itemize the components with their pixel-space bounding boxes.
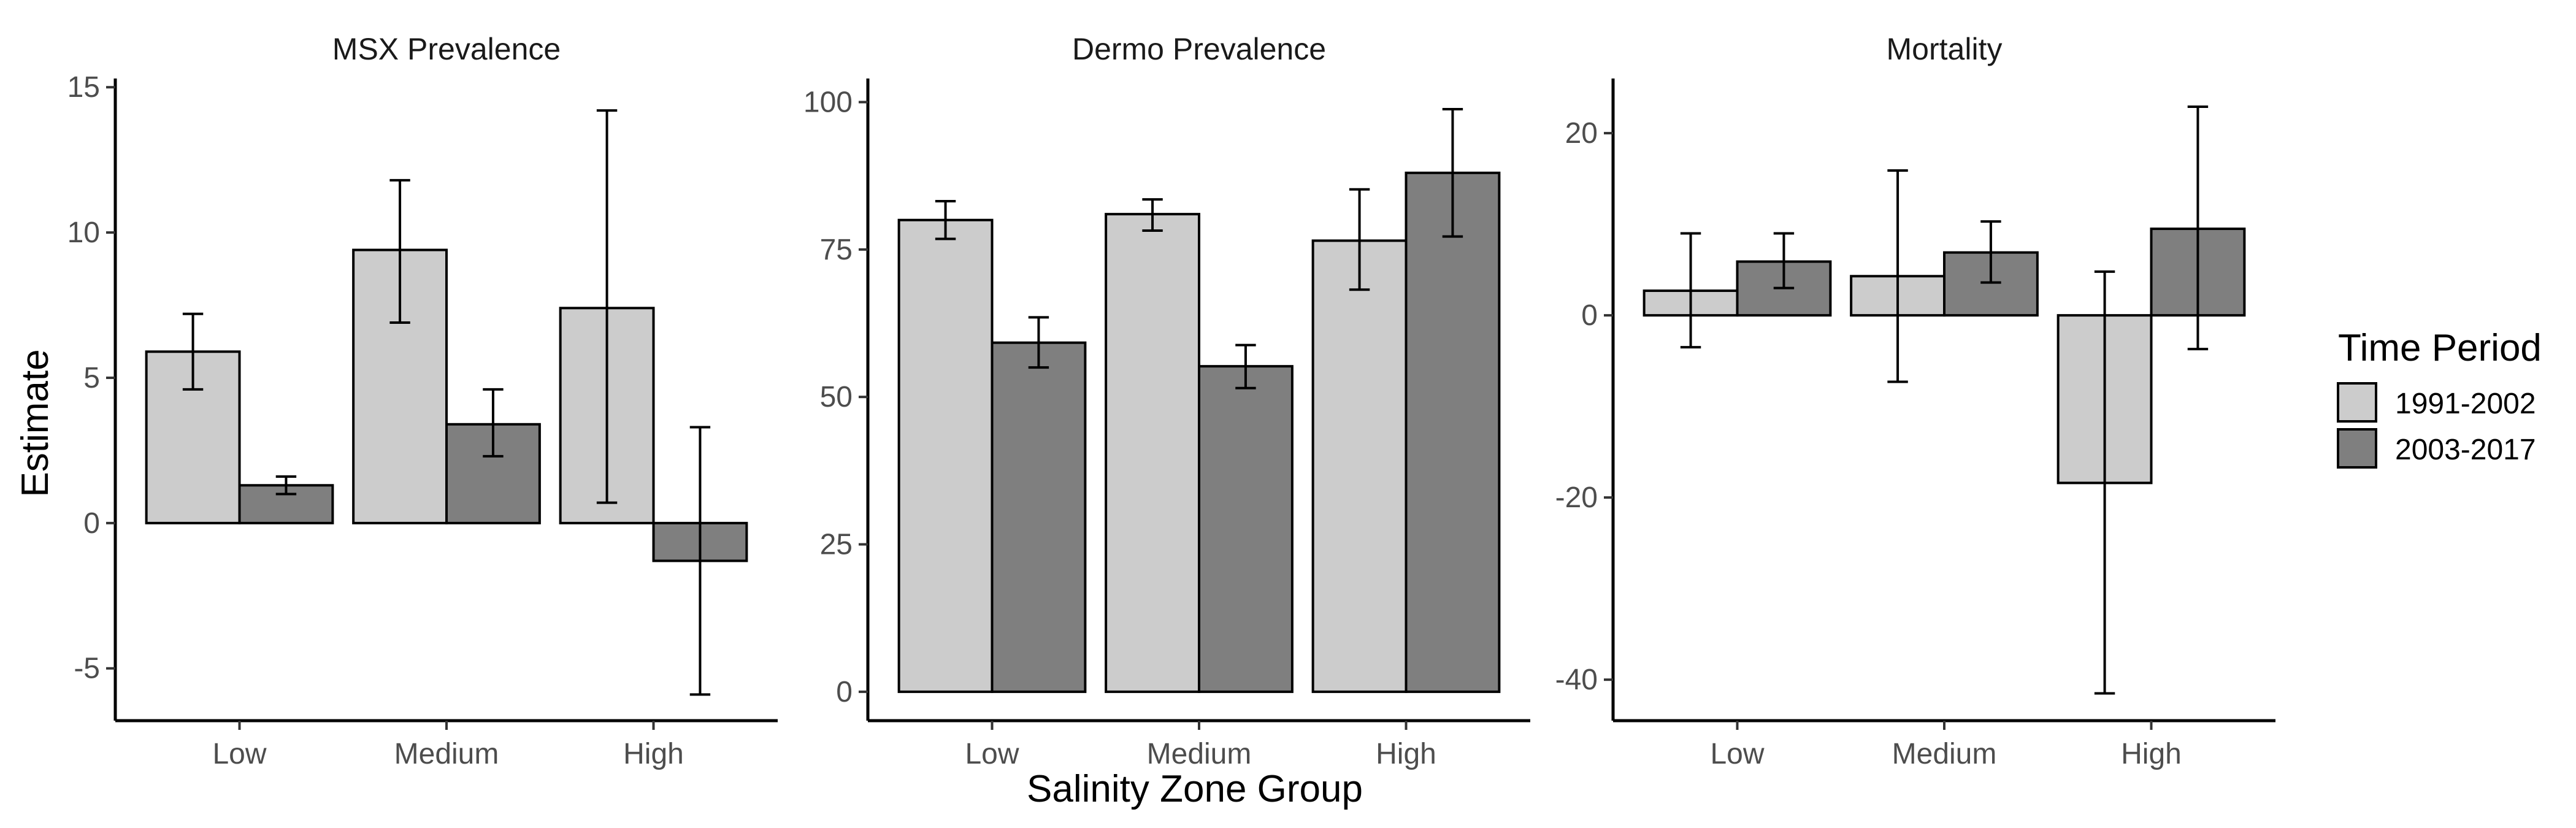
- y-tick-label-msx-prevalence: 15: [67, 71, 100, 104]
- legend-label-1991-2002: 1991-2002: [2395, 388, 2536, 420]
- panel-dermo-prevalence: Dermo Prevalence 0 25 50 75 100 Low Medium High: [803, 32, 1530, 770]
- x-tick-label-mortality: Medium: [1892, 738, 1997, 770]
- error-bar-mortality-high-1991-2002: [2094, 270, 2115, 695]
- y-tick-label-dermo-prevalence: 0: [836, 676, 853, 708]
- x-tick-label-msx-prevalence: High: [623, 738, 684, 770]
- error-bar-mortality-high-2003-2017: [2187, 105, 2209, 351]
- x-axis-title: Salinity Zone Group: [1027, 768, 1363, 810]
- panel-title-msx-prevalence: MSX Prevalence: [332, 32, 561, 66]
- legend-key-2003-2017: [2337, 428, 2377, 469]
- error-bar-mortality-medium-1991-2002: [1887, 169, 1908, 383]
- panel-title-mortality: Mortality: [1887, 32, 2003, 66]
- error-bar-mortality-medium-2003-2017: [1980, 220, 2001, 284]
- error-bar-msx-prevalence-high-1991-2002: [596, 109, 618, 504]
- y-tick-label-dermo-prevalence: 25: [820, 529, 853, 561]
- y-axis-title: Estimate: [14, 349, 56, 497]
- y-tick-label-msx-prevalence: -5: [74, 653, 100, 685]
- x-tick-label-mortality: High: [2121, 738, 2182, 770]
- y-tick-label-mortality: -20: [1555, 481, 1598, 514]
- error-bar-mortality-low-2003-2017: [1773, 232, 1795, 289]
- x-tick-label-mortality: Low: [1710, 738, 1764, 770]
- panel-mortality: Mortality -40 -20 0 20 Low Medium High: [1555, 32, 2275, 770]
- error-bar-dermo-prevalence-medium-2003-2017: [1235, 343, 1256, 389]
- error-bar-mortality-low-1991-2002: [1680, 232, 1701, 349]
- x-tick-label-dermo-prevalence: Medium: [1147, 738, 1252, 770]
- y-tick-label-msx-prevalence: 10: [67, 217, 100, 249]
- bar-dermo-prevalence-medium-2003-2017: [1198, 365, 1294, 693]
- error-bar-dermo-prevalence-low-2003-2017: [1028, 316, 1049, 369]
- bar-dermo-prevalence-medium-1991-2002: [1105, 213, 1200, 693]
- bar-dermo-prevalence-low-2003-2017: [991, 341, 1087, 693]
- bar-dermo-prevalence-high-1991-2002: [1311, 239, 1408, 693]
- panel-title-dermo-prevalence: Dermo Prevalence: [1072, 32, 1326, 66]
- y-tick-label-mortality: 20: [1565, 117, 1598, 150]
- error-bar-msx-prevalence-high-2003-2017: [689, 426, 711, 696]
- panel-msx-prevalence: MSX Prevalence -5 0 5 10 15 Low Medium High: [67, 32, 778, 770]
- y-tick-label-dermo-prevalence: 50: [820, 381, 853, 413]
- error-bar-dermo-prevalence-high-2003-2017: [1442, 107, 1463, 238]
- error-bar-dermo-prevalence-medium-1991-2002: [1142, 198, 1163, 232]
- legend: Time Period 1991-2002 2003-2017: [2337, 327, 2542, 469]
- x-tick-label-dermo-prevalence: High: [1376, 738, 1436, 770]
- y-tick-label-dermo-prevalence: 75: [820, 234, 853, 266]
- error-bar-msx-prevalence-medium-1991-2002: [389, 178, 410, 324]
- error-bar-dermo-prevalence-low-1991-2002: [935, 199, 956, 240]
- y-tick-label-msx-prevalence: 0: [83, 507, 100, 540]
- legend-title: Time Period: [2338, 327, 2542, 369]
- legend-label-2003-2017: 2003-2017: [2395, 434, 2536, 466]
- y-tick-label-dermo-prevalence: 100: [803, 86, 853, 118]
- legend-key-1991-2002: [2337, 382, 2377, 423]
- error-bar-msx-prevalence-low-1991-2002: [182, 312, 204, 391]
- error-bar-msx-prevalence-medium-2003-2017: [483, 388, 504, 458]
- x-tick-label-msx-prevalence: Medium: [394, 738, 499, 770]
- y-tick-label-msx-prevalence: 5: [83, 362, 100, 394]
- y-tick-label-mortality: 0: [1581, 299, 1598, 332]
- x-tick-label-dermo-prevalence: Low: [965, 738, 1019, 770]
- error-bar-dermo-prevalence-high-1991-2002: [1349, 188, 1370, 291]
- bar-dermo-prevalence-high-2003-2017: [1405, 171, 1501, 693]
- x-tick-label-msx-prevalence: Low: [212, 738, 266, 770]
- error-bar-msx-prevalence-low-2003-2017: [275, 475, 297, 496]
- bar-dermo-prevalence-low-1991-2002: [897, 218, 994, 693]
- y-tick-label-mortality: -40: [1555, 664, 1598, 696]
